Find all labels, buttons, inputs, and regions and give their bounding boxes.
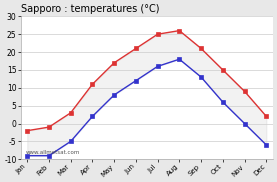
- Text: Sapporo : temperatures (°C): Sapporo : temperatures (°C): [21, 4, 159, 14]
- Text: www.allmetsat.com: www.allmetsat.com: [26, 150, 80, 155]
